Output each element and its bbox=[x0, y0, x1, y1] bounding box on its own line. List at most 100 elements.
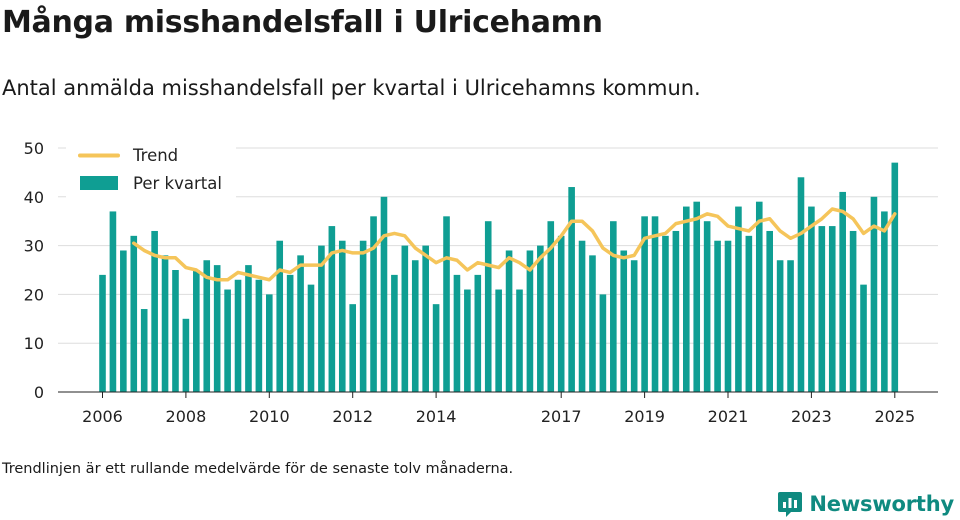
bar bbox=[526, 250, 534, 392]
bar bbox=[370, 216, 377, 392]
bar bbox=[860, 284, 867, 392]
x-tick-label: 2019 bbox=[624, 407, 665, 426]
bar bbox=[557, 235, 565, 392]
bar bbox=[380, 196, 388, 392]
bar bbox=[161, 255, 169, 392]
bar bbox=[359, 240, 367, 392]
legend: Trend Per kvartal bbox=[66, 142, 236, 204]
bar bbox=[724, 240, 732, 392]
bar bbox=[349, 304, 356, 392]
bar bbox=[755, 201, 763, 392]
trend-line-group bbox=[132, 207, 897, 282]
y-tick-label: 40 bbox=[24, 188, 44, 207]
bar bbox=[870, 196, 878, 392]
bar bbox=[891, 162, 899, 392]
bar bbox=[505, 250, 513, 392]
page-subtitle: Antal anmälda misshandelsfall per kvarta… bbox=[2, 76, 701, 100]
bar bbox=[610, 221, 617, 392]
bar bbox=[151, 230, 158, 392]
y-tick-label: 10 bbox=[24, 334, 44, 353]
bar bbox=[234, 279, 242, 392]
x-tick-label: 2006 bbox=[82, 407, 123, 426]
bar bbox=[99, 274, 106, 392]
bar bbox=[849, 230, 857, 392]
bar bbox=[828, 226, 836, 392]
bar bbox=[109, 211, 117, 392]
bar bbox=[453, 274, 461, 392]
bar bbox=[432, 304, 440, 392]
bar bbox=[745, 235, 753, 392]
bar bbox=[516, 289, 523, 392]
newsworthy-logo-icon bbox=[778, 492, 803, 517]
bar bbox=[641, 216, 648, 392]
bar bbox=[714, 240, 721, 392]
bar bbox=[620, 250, 628, 392]
x-tick-label: 2017 bbox=[541, 407, 582, 426]
bar bbox=[766, 230, 773, 392]
y-tick-label: 30 bbox=[24, 237, 44, 256]
x-tick-label: 2008 bbox=[166, 407, 207, 426]
trend-line bbox=[132, 207, 897, 282]
bar bbox=[224, 289, 231, 392]
bar bbox=[255, 279, 263, 392]
bars bbox=[99, 162, 899, 392]
bar bbox=[245, 265, 252, 392]
page-title: Många misshandelsfall i Ulricehamn bbox=[2, 5, 603, 40]
bar bbox=[193, 270, 200, 392]
bar bbox=[464, 289, 471, 392]
bar bbox=[297, 255, 304, 392]
x-tick-label: 2025 bbox=[874, 407, 915, 426]
bar bbox=[630, 260, 638, 392]
bar bbox=[130, 235, 138, 392]
bar bbox=[120, 250, 127, 392]
brand[interactable]: Newsworthy bbox=[777, 490, 954, 518]
bar bbox=[286, 274, 294, 392]
bar bbox=[391, 274, 398, 392]
bar bbox=[787, 260, 794, 392]
x-tick-label: 2023 bbox=[791, 407, 832, 426]
legend-bar-label: Per kvartal bbox=[133, 174, 222, 193]
bar bbox=[495, 289, 502, 392]
bar bbox=[776, 260, 784, 392]
bar bbox=[537, 245, 544, 392]
bar bbox=[818, 226, 826, 392]
bar bbox=[422, 245, 429, 392]
bar bbox=[328, 226, 336, 392]
legend-trend-label: Trend bbox=[132, 146, 178, 165]
bar bbox=[651, 216, 659, 392]
bar bbox=[474, 274, 482, 392]
x-tick-label: 2012 bbox=[332, 407, 373, 426]
x-tick-label: 2010 bbox=[249, 407, 290, 426]
bar bbox=[599, 294, 607, 392]
bar bbox=[213, 265, 221, 392]
bar bbox=[203, 260, 211, 392]
bar bbox=[839, 191, 846, 392]
legend-bar-swatch bbox=[80, 176, 118, 190]
bar bbox=[683, 206, 690, 392]
x-tick-label: 2014 bbox=[416, 407, 457, 426]
bar bbox=[735, 206, 742, 392]
footnote: Trendlinjen är ett rullande medelvärde f… bbox=[2, 461, 514, 477]
bar bbox=[672, 230, 680, 392]
bar bbox=[266, 294, 273, 392]
y-tick-label: 0 bbox=[34, 383, 44, 402]
bar bbox=[140, 309, 148, 392]
bar bbox=[411, 260, 419, 392]
bar bbox=[307, 284, 315, 392]
y-tick-label: 50 bbox=[24, 139, 44, 158]
bar bbox=[578, 240, 586, 392]
bar bbox=[662, 235, 669, 392]
bar bbox=[172, 270, 179, 392]
bar bbox=[881, 211, 888, 392]
x-tick-label: 2021 bbox=[708, 407, 749, 426]
bar bbox=[703, 221, 711, 392]
bar bbox=[443, 216, 450, 392]
bar bbox=[401, 245, 409, 392]
bar bbox=[797, 177, 805, 392]
bar bbox=[547, 221, 555, 392]
bar bbox=[318, 245, 325, 392]
bar bbox=[808, 206, 815, 392]
bar bbox=[338, 240, 346, 392]
bar bbox=[693, 201, 701, 392]
axes: 0 10 20 30 40 50 2006 2008 2010 2012 2014 2017 2019 2… bbox=[24, 139, 938, 426]
